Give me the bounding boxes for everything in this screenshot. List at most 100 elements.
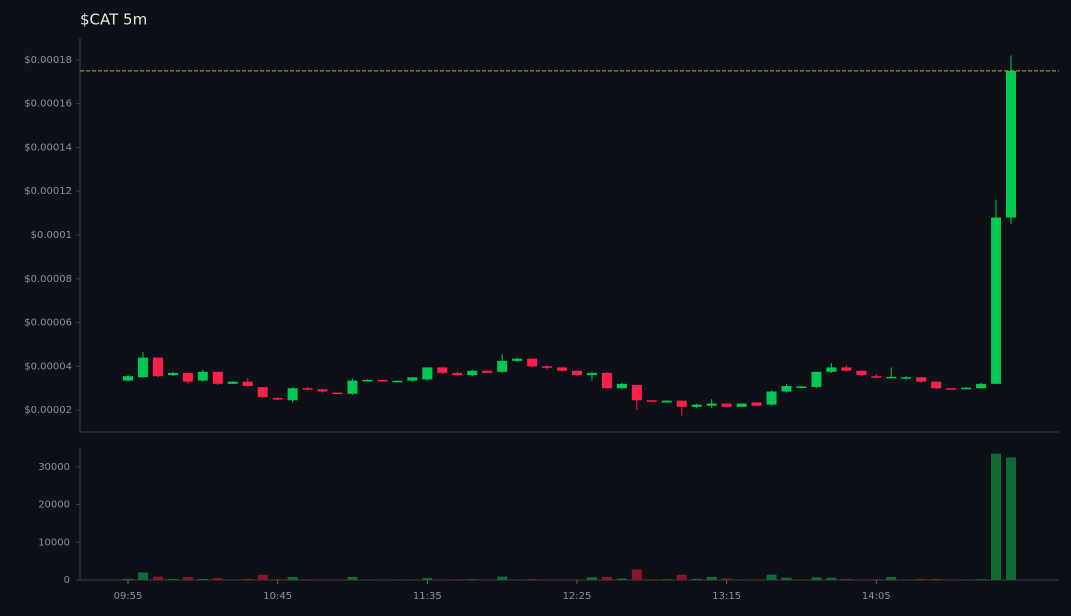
candle-body — [586, 372, 597, 376]
volume-bar — [467, 579, 478, 580]
candle-body — [721, 403, 732, 407]
candle-body — [991, 217, 1002, 384]
volume-bar — [167, 578, 178, 580]
candle-body — [811, 371, 822, 388]
volume-bar — [422, 578, 433, 580]
candle-body — [796, 386, 807, 388]
candle-body — [736, 403, 747, 407]
candle-body — [347, 380, 358, 394]
candle-body — [871, 376, 882, 378]
volume-bar — [886, 576, 897, 580]
x-tick-label: 09:55 — [114, 591, 143, 602]
candle-body — [482, 370, 493, 373]
x-tick-label: 10:45 — [263, 591, 292, 602]
candle-body — [661, 400, 672, 403]
candle-body — [976, 383, 987, 389]
volume-bar — [871, 579, 882, 580]
candle-body — [212, 371, 223, 384]
volume-tick-label: 30000 — [38, 462, 70, 473]
candle-body — [931, 381, 942, 389]
candle-body — [841, 367, 852, 371]
volume-bar — [123, 578, 133, 580]
volume-bar — [601, 576, 612, 580]
volume-bar — [497, 576, 508, 580]
volume-bar — [841, 578, 852, 580]
volume-bar — [212, 578, 223, 580]
volume-bar — [257, 574, 268, 580]
y-tick-label: $0.00006 — [24, 318, 72, 329]
x-tick-label: 13:15 — [712, 591, 741, 602]
candle-body — [542, 366, 553, 368]
volume-bar — [706, 576, 717, 580]
candle-body — [197, 371, 208, 381]
y-tick-label: $0.00002 — [24, 405, 72, 416]
candle-body — [512, 358, 523, 361]
volume-bar — [766, 574, 777, 580]
candle-body — [916, 377, 927, 382]
candle-body — [422, 367, 433, 380]
volume-bar — [916, 578, 927, 580]
candle-body — [272, 398, 283, 400]
candle-body — [826, 367, 837, 372]
volume-bar — [781, 577, 792, 580]
y-tick-label: $0.00004 — [24, 361, 72, 372]
candle-body — [377, 379, 388, 382]
candle-body — [452, 372, 463, 376]
volume-bar — [976, 579, 987, 580]
candle-body — [766, 391, 777, 405]
y-tick-label: $0.00012 — [24, 186, 72, 197]
volume-bar — [527, 578, 538, 580]
candle-body — [646, 400, 657, 402]
candle-body — [467, 370, 478, 376]
volume-bar — [137, 572, 148, 580]
volume-bar — [676, 574, 687, 580]
volume-bar — [347, 576, 358, 580]
candle-body — [362, 379, 373, 382]
volume-bar — [631, 569, 642, 580]
candle-body — [332, 392, 343, 395]
volume-bar — [242, 578, 253, 580]
volume-bar — [197, 578, 208, 580]
y-tick-label: $0.00018 — [24, 55, 72, 66]
candle-body — [257, 387, 268, 397]
volume-bar — [661, 579, 672, 580]
candle-body — [706, 403, 717, 406]
candle-body — [961, 387, 972, 390]
volume-bar — [616, 578, 627, 580]
chart-title: $CAT 5m — [80, 11, 147, 29]
y-tick-label: $0.0001 — [31, 230, 72, 241]
candle-body — [557, 367, 568, 371]
candle-body — [901, 377, 912, 379]
x-tick-label: 11:35 — [413, 591, 442, 602]
candle-body — [781, 386, 792, 392]
volume-bar — [182, 576, 193, 580]
volume-bar — [826, 577, 837, 580]
candle-body — [437, 367, 448, 373]
candle-body — [691, 404, 702, 407]
candle-body — [152, 357, 163, 377]
volume-bar — [691, 578, 702, 580]
candle-body — [946, 388, 957, 390]
volume-bar — [931, 578, 942, 580]
candle-body — [407, 377, 418, 381]
volume-bar — [302, 579, 313, 580]
candle-body — [601, 372, 612, 389]
y-tick-label: $0.00016 — [24, 99, 72, 110]
y-tick-label: $0.00008 — [24, 274, 72, 285]
volume-bar — [811, 577, 822, 580]
candle-body — [287, 388, 298, 401]
candle-body — [317, 389, 328, 392]
volume-bar — [287, 576, 298, 580]
y-tick-label: $0.00014 — [24, 142, 72, 153]
volume-bar — [721, 578, 732, 580]
candle-body — [242, 381, 253, 387]
candle-body — [527, 358, 538, 367]
candle-body — [167, 372, 178, 376]
candle-body — [497, 360, 508, 372]
candle-body — [137, 357, 148, 378]
x-tick-label: 12:25 — [563, 591, 592, 602]
candle-body — [571, 370, 582, 376]
